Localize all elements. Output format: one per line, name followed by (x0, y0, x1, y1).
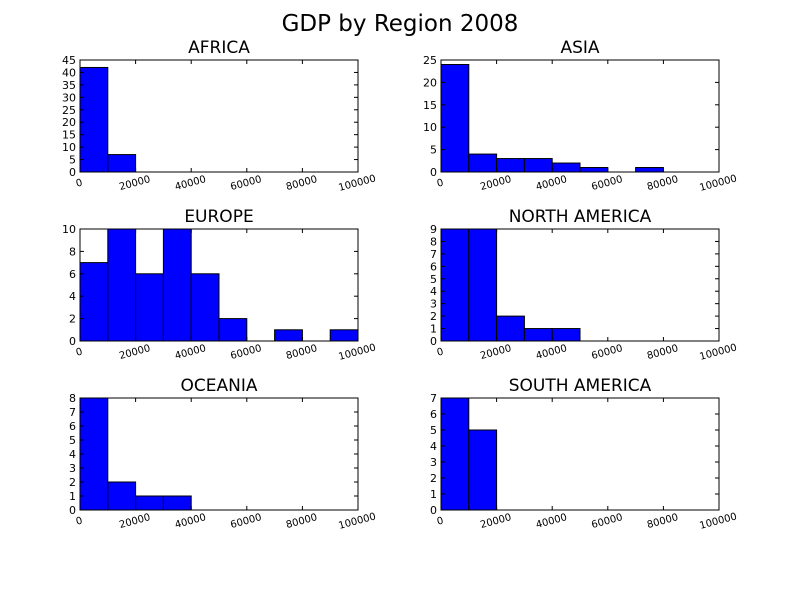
x-tick-label: 0 (436, 346, 445, 358)
y-tick-label: 25 (423, 54, 437, 67)
histogram-bar (329, 329, 359, 342)
y-tick-label: 8 (69, 392, 76, 405)
x-tick-label: 0 (75, 177, 84, 189)
y-tick-label: 15 (62, 129, 76, 142)
histogram-bar (79, 262, 109, 342)
y-tick-label: 6 (69, 420, 76, 433)
y-tick-label: 5 (69, 154, 76, 167)
y-tick-label: 0 (69, 166, 76, 179)
x-tick-label: 0 (75, 515, 84, 527)
histogram-bar (468, 429, 498, 511)
histogram-bar (79, 66, 109, 173)
axes-frame (440, 397, 720, 511)
y-tick-label: 20 (62, 116, 76, 129)
histogram-bar (440, 397, 470, 511)
panel-title-europe: EUROPE (184, 207, 253, 227)
axes-frame (79, 59, 359, 173)
x-tick-label: 0 (436, 177, 445, 189)
histogram-bar (496, 315, 525, 342)
axes-frame (440, 59, 720, 173)
y-tick-label: 8 (430, 235, 437, 248)
histogram-bar (107, 154, 137, 173)
panel-title-south-america: SOUTH AMERICA (509, 376, 652, 396)
y-tick-label: 6 (430, 260, 437, 273)
histogram-bar (190, 273, 220, 342)
histogram-bar (218, 318, 248, 342)
y-tick-label: 5 (69, 434, 76, 447)
y-tick-label: 35 (62, 79, 76, 92)
histogram-bar (579, 167, 609, 173)
histogram-bar (551, 162, 581, 173)
y-tick-label: 10 (62, 141, 76, 154)
histogram-bar (162, 228, 192, 342)
y-tick-label: 8 (69, 245, 76, 258)
y-tick-label: 4 (430, 440, 437, 453)
y-tick-label: 0 (69, 335, 76, 348)
histogram-bar (274, 329, 303, 342)
y-tick-label: 3 (69, 462, 76, 475)
histogram-bar (635, 167, 664, 173)
y-tick-label: 10 (423, 121, 437, 134)
y-tick-label: 40 (62, 66, 76, 79)
y-tick-label: 2 (430, 310, 437, 323)
histogram-bar (440, 63, 470, 173)
y-tick-label: 7 (69, 406, 76, 419)
histogram-bar (79, 397, 109, 511)
histogram-bar (162, 495, 192, 511)
x-tick-label: 0 (75, 346, 84, 358)
histogram-bar (135, 273, 164, 342)
y-tick-label: 2 (69, 313, 76, 326)
y-tick-label: 4 (69, 290, 76, 303)
y-tick-label: 5 (430, 273, 437, 286)
y-tick-label: 15 (423, 99, 437, 112)
y-tick-label: 2 (430, 472, 437, 485)
y-tick-label: 7 (430, 248, 437, 261)
y-tick-label: 2 (69, 476, 76, 489)
y-tick-label: 0 (430, 166, 437, 179)
histogram-bar (551, 328, 581, 342)
y-tick-label: 9 (430, 223, 437, 236)
histogram-bar (468, 153, 498, 173)
histogram-bar (440, 228, 470, 342)
histogram-bar (107, 228, 137, 342)
y-tick-label: 5 (430, 144, 437, 157)
panel-title-asia: ASIA (560, 38, 599, 58)
axes-frame (79, 228, 359, 342)
histogram-bar (468, 228, 498, 342)
y-tick-label: 1 (430, 488, 437, 501)
figure-title: GDP by Region 2008 (282, 11, 519, 37)
y-tick-label: 20 (423, 76, 437, 89)
y-tick-label: 7 (430, 392, 437, 405)
y-tick-label: 5 (430, 424, 437, 437)
panel-title-north-america: NORTH AMERICA (509, 207, 652, 227)
x-tick-label: 0 (436, 515, 445, 527)
y-tick-label: 3 (430, 456, 437, 469)
y-tick-label: 10 (62, 223, 76, 236)
histogram-bar (135, 495, 164, 511)
histogram-bar (523, 328, 553, 342)
y-tick-label: 0 (69, 504, 76, 517)
histogram-bar (523, 158, 553, 173)
axes-frame (440, 228, 720, 342)
panel-title-oceania: OCEANIA (181, 376, 258, 396)
y-tick-label: 6 (69, 268, 76, 281)
y-tick-label: 4 (69, 448, 76, 461)
y-tick-label: 0 (430, 504, 437, 517)
y-tick-label: 25 (62, 104, 76, 117)
y-tick-label: 30 (62, 91, 76, 104)
y-tick-label: 6 (430, 408, 437, 421)
histogram-bar (107, 481, 137, 511)
y-tick-label: 0 (430, 335, 437, 348)
histogram-bar (496, 158, 525, 173)
y-tick-label: 1 (430, 323, 437, 336)
y-tick-label: 1 (69, 490, 76, 503)
y-tick-label: 4 (430, 285, 437, 298)
y-tick-label: 3 (430, 298, 437, 311)
panel-title-africa: AFRICA (188, 38, 250, 58)
y-tick-label: 45 (62, 54, 76, 67)
